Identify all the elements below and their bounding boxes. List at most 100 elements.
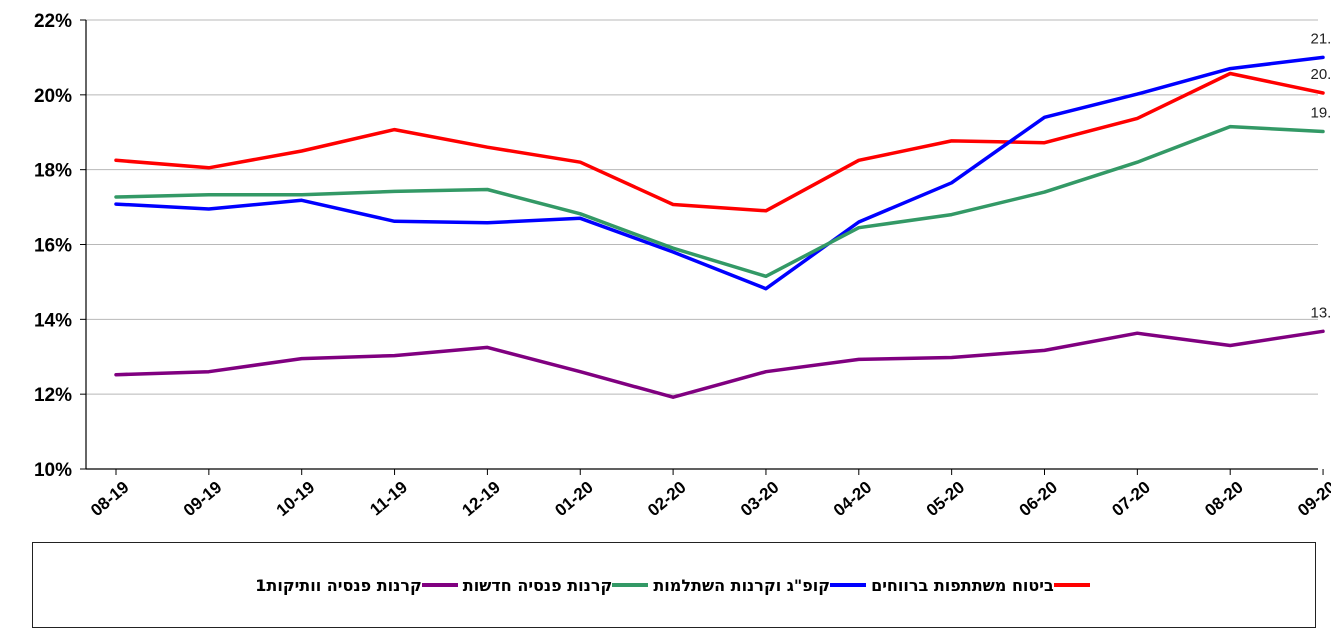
legend-item-new-pension: קרנות פנסיה חדשות	[463, 576, 652, 595]
x-tick-label: 09-19	[180, 478, 226, 521]
end-data-label: 13.7%	[1311, 304, 1331, 321]
legend-label-old-pension: קרנות פנסיה וותיקות1	[255, 575, 422, 595]
series-line-2	[114, 124, 1325, 279]
data-point	[486, 188, 488, 190]
data-point	[115, 159, 117, 161]
data-point	[1322, 131, 1324, 133]
data-point	[765, 371, 767, 373]
data-point	[672, 251, 674, 253]
x-tick-label: 06-20	[1016, 478, 1062, 521]
data-point	[1322, 56, 1324, 58]
series-group	[114, 55, 1325, 399]
axes	[85, 20, 1318, 470]
data-point	[579, 213, 581, 215]
data-point	[301, 358, 303, 360]
data-point	[951, 182, 953, 184]
end-data-label: 19.0%	[1311, 105, 1331, 122]
data-point	[951, 140, 953, 142]
data-point	[765, 210, 767, 212]
data-point	[394, 220, 396, 222]
legend-label-new-pension: קרנות פנסיה חדשות	[462, 575, 613, 595]
x-tick-label: 10-19	[273, 478, 319, 521]
data-point	[765, 288, 767, 290]
y-tick-label: 12%	[34, 385, 72, 406]
data-point	[1136, 161, 1138, 163]
x-tick-label: 09-20	[1294, 478, 1331, 521]
x-tick-label: 12-19	[458, 478, 504, 521]
data-point	[1229, 73, 1231, 75]
x-tick-label: 03-20	[737, 478, 783, 521]
data-point	[672, 203, 674, 205]
legend-label-provident: קופ"ג וקרנות השתלמות	[653, 575, 831, 595]
data-point	[858, 358, 860, 360]
y-tick-label: 10%	[34, 460, 72, 481]
data-point	[301, 150, 303, 152]
x-tick-label: 07-20	[1108, 478, 1154, 521]
y-tick-label: 14%	[34, 310, 72, 331]
data-point	[301, 199, 303, 201]
legend-row: ביטוח משתתפות ברווחים קופ"ג וקרנות השתלמ…	[33, 573, 1315, 597]
data-point	[486, 346, 488, 348]
x-tick-label: 04-20	[830, 478, 876, 521]
y-tick-label: 20%	[34, 86, 72, 107]
data-point	[951, 356, 953, 358]
data-point	[1136, 93, 1138, 95]
data-point	[858, 227, 860, 229]
data-point	[394, 355, 396, 357]
data-point	[115, 196, 117, 198]
legend-swatch-new-pension	[612, 583, 649, 587]
data-point	[858, 221, 860, 223]
data-point	[579, 217, 581, 219]
legend-swatch-old-pension	[421, 583, 458, 587]
legend-item-insurance: ביטוח משתתפות ברווחים	[871, 576, 1093, 595]
data-point	[858, 159, 860, 161]
legend-swatch-insurance	[1053, 583, 1090, 587]
data-point	[394, 129, 396, 131]
data-point	[208, 208, 210, 210]
legend-item-provident: קופ"ג וקרנות השתלמות	[653, 576, 869, 595]
data-point	[1322, 92, 1324, 94]
legend: ביטוח משתתפות ברווחים קופ"ג וקרנות השתלמ…	[32, 542, 1316, 628]
legend-item-old-pension: קרנות פנסיה וותיקות1	[255, 576, 461, 595]
end-data-label: 21.0%	[1311, 30, 1331, 47]
end-data-label: 20.1%	[1311, 66, 1331, 83]
series-line-0	[114, 71, 1325, 213]
data-point	[1229, 68, 1231, 70]
x-tick-label: 02-20	[644, 478, 690, 521]
data-point	[951, 214, 953, 216]
data-point	[765, 275, 767, 277]
y-axis-ticks: 10% 12% 14% 16% 18% 20% 22%	[34, 11, 86, 481]
data-point	[394, 190, 396, 192]
data-point	[208, 194, 210, 196]
data-point	[1229, 126, 1231, 128]
x-tick-label: 11-19	[366, 478, 411, 520]
data-point	[672, 247, 674, 249]
series-line-3	[114, 329, 1325, 399]
legend-swatch-provident	[830, 583, 867, 587]
data-point	[115, 203, 117, 205]
data-point	[1044, 142, 1045, 144]
y-tick-label: 18%	[34, 161, 72, 182]
y-tick-label: 22%	[34, 11, 72, 32]
x-axis-ticks: 08-19 09-19 10-19 11-19 12-19 01-20 02-20 03-20…	[87, 469, 1331, 520]
legend-label-insurance: ביטוח משתתפות ברווחים	[871, 575, 1054, 595]
data-labels: 20.1% 21.0% 19.0% 13.7%	[1311, 30, 1331, 321]
y-tick-label: 16%	[34, 236, 72, 257]
data-point	[486, 222, 488, 224]
gridlines	[86, 19, 1318, 395]
data-point	[1044, 116, 1045, 118]
data-point	[579, 371, 581, 373]
x-tick-label: 05-20	[923, 478, 969, 521]
data-point	[1044, 191, 1045, 193]
data-point	[208, 371, 210, 373]
x-tick-label: 08-19	[87, 478, 133, 521]
data-point	[486, 146, 488, 148]
data-point	[1322, 330, 1324, 332]
data-point	[1044, 349, 1045, 351]
data-point	[115, 374, 117, 376]
data-point	[1229, 345, 1231, 347]
data-point	[672, 396, 674, 398]
data-point	[208, 167, 210, 169]
data-point	[579, 161, 581, 163]
